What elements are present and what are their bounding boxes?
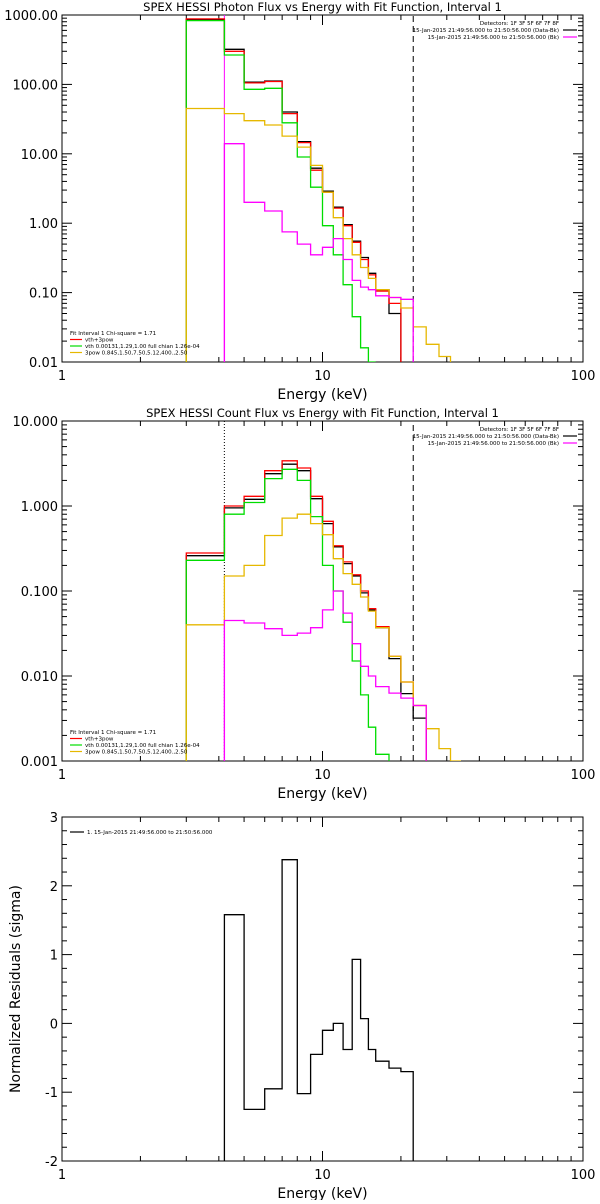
- y-axis: -2 -1 0 1 2 3 Normalized Residuals (sigma): [8, 811, 583, 1170]
- plot-frame: [61, 816, 584, 1162]
- y-axis: 0.001 0.010 0.100 1.000 10.000: [13, 415, 583, 770]
- y-tick-label: 2: [50, 880, 58, 895]
- y-tick-label: 1000.00: [4, 9, 58, 24]
- legend-entry-label: 1. 15-Jan-2015 21:49:56.000 to 21:50:56.…: [87, 830, 213, 836]
- legend-entry-label: 3pow 0.845,1.50,7.50,5.12,400.,2.50: [85, 351, 188, 357]
- x-tick-label: 1: [58, 768, 66, 783]
- series-vth: [185, 19, 376, 362]
- y-axis-label: Normalized Residuals (sigma): [8, 885, 24, 1093]
- series-bk: [223, 143, 414, 362]
- legend-entry-label: 15-Jan-2015 21:49:56.000 to 21:50:56.000…: [413, 28, 559, 34]
- legend-entry-label: 15-Jan-2015 21:49:56.000 to 21:50:56.000…: [428, 35, 559, 41]
- series-3pow: [185, 513, 461, 761]
- y-tick-label: 3: [50, 811, 58, 826]
- y-tick-label: -1: [45, 1086, 58, 1101]
- y-tick-label: 1.000: [21, 500, 58, 515]
- y-tick-label: 0.10: [29, 287, 58, 302]
- plot-area: [223, 859, 414, 1161]
- legend-entry-label: vth+3pow: [85, 737, 114, 743]
- plot-frame: [61, 420, 584, 762]
- y-tick-label: 0.100: [21, 585, 58, 600]
- y-tick-label: 1: [50, 949, 58, 964]
- x-axis-label: Energy (keV): [277, 786, 367, 802]
- x-tick-label: 1: [58, 369, 66, 384]
- chart-panel-3: 1 10 100 Energy (keV) -2 -1 0 1 2 3 Normalized Res…: [8, 811, 596, 1202]
- legend-bottom: Fit Interval 1 Chi-square = 1.71vth+3pow…: [70, 730, 200, 756]
- series-data-bk: [185, 463, 427, 761]
- x-tick-label: 100: [571, 768, 596, 783]
- y-tick-label: 0: [50, 1017, 58, 1032]
- x-axis-label: Energy (keV): [277, 1186, 367, 1200]
- y-tick-label: 10.00: [21, 148, 58, 163]
- chart-title: SPEX HESSI Count Flux vs Energy with Fit…: [146, 406, 499, 420]
- chart-title: SPEX HESSI Photon Flux vs Energy with Fi…: [143, 0, 502, 14]
- series-bk: [223, 590, 427, 761]
- legend-entry-label: 3pow 0.845,1.50,7.50,5.12,400.,2.50: [85, 750, 188, 756]
- chart-panel-1: SPEX HESSI Photon Flux vs Energy with Fi…: [4, 0, 595, 403]
- legend-header: Detectors: 1F 3F 5F 6F 7F 8F: [480, 21, 559, 27]
- legend-top: 1. 15-Jan-2015 21:49:56.000 to 21:50:56.…: [70, 830, 213, 836]
- legend-header: Fit Interval 1 Chi-square = 1.71: [70, 331, 156, 337]
- series-residuals: [223, 859, 414, 1161]
- y-tick-label: 1.00: [29, 217, 58, 232]
- x-axis: 1 10 100 Energy (keV): [58, 421, 596, 802]
- series-vth+3pow: [185, 18, 402, 362]
- plot-area: [185, 421, 461, 761]
- x-tick-label: 100: [571, 1168, 596, 1183]
- plot-area: [185, 15, 452, 362]
- legend-bottom: Fit Interval 1 Chi-square = 1.71vth+3pow…: [70, 331, 200, 357]
- y-tick-label: 0.010: [21, 670, 58, 685]
- legend-entry-label: vth 0.00131,1.29,1.00 full chian 1.26e-0…: [85, 743, 200, 749]
- y-tick-label: -2: [45, 1155, 58, 1170]
- y-tick-label: 0.01: [29, 356, 58, 371]
- y-tick-label: 10.000: [13, 415, 59, 430]
- y-tick-label: 0.001: [21, 755, 58, 770]
- legend-top: Detectors: 1F 3F 5F 6F 7F 8F15-Jan-2015 …: [413, 427, 577, 447]
- series-vth: [185, 468, 390, 761]
- legend-entry-label: vth 0.00131,1.29,1.00 full chian 1.26e-0…: [85, 344, 200, 350]
- y-axis: 0.01 0.10 1.00 10.00 100.00 1000.00: [4, 9, 583, 371]
- x-axis: 1 10 100 Energy (keV): [58, 15, 596, 403]
- x-axis: 1 10 100 Energy (keV): [58, 817, 596, 1202]
- x-tick-label: 10: [314, 369, 331, 384]
- legend-top: Detectors: 1F 3F 5F 6F 7F 8F15-Jan-2015 …: [413, 21, 577, 41]
- series-3pow: [185, 107, 452, 362]
- x-axis-label: Energy (keV): [277, 387, 367, 403]
- x-tick-label: 10: [314, 1168, 331, 1183]
- series-data-bk: [185, 19, 402, 362]
- x-tick-label: 1: [58, 1168, 66, 1183]
- y-tick-label: 100.00: [13, 78, 59, 93]
- legend-entry-label: 15-Jan-2015 21:49:56.000 to 21:50:56.000…: [428, 441, 559, 447]
- chart-panel-2: SPEX HESSI Count Flux vs Energy with Fit…: [13, 406, 596, 802]
- legend-entry-label: 15-Jan-2015 21:49:56.000 to 21:50:56.000…: [413, 434, 559, 440]
- x-tick-label: 10: [314, 768, 331, 783]
- legend-header: Detectors: 1F 3F 5F 6F 7F 8F: [480, 427, 559, 433]
- legend-entry-label: vth+3pow: [85, 338, 114, 344]
- legend-header: Fit Interval 1 Chi-square = 1.71: [70, 730, 156, 736]
- series-vth+3pow: [185, 460, 427, 761]
- x-tick-label: 100: [571, 369, 596, 384]
